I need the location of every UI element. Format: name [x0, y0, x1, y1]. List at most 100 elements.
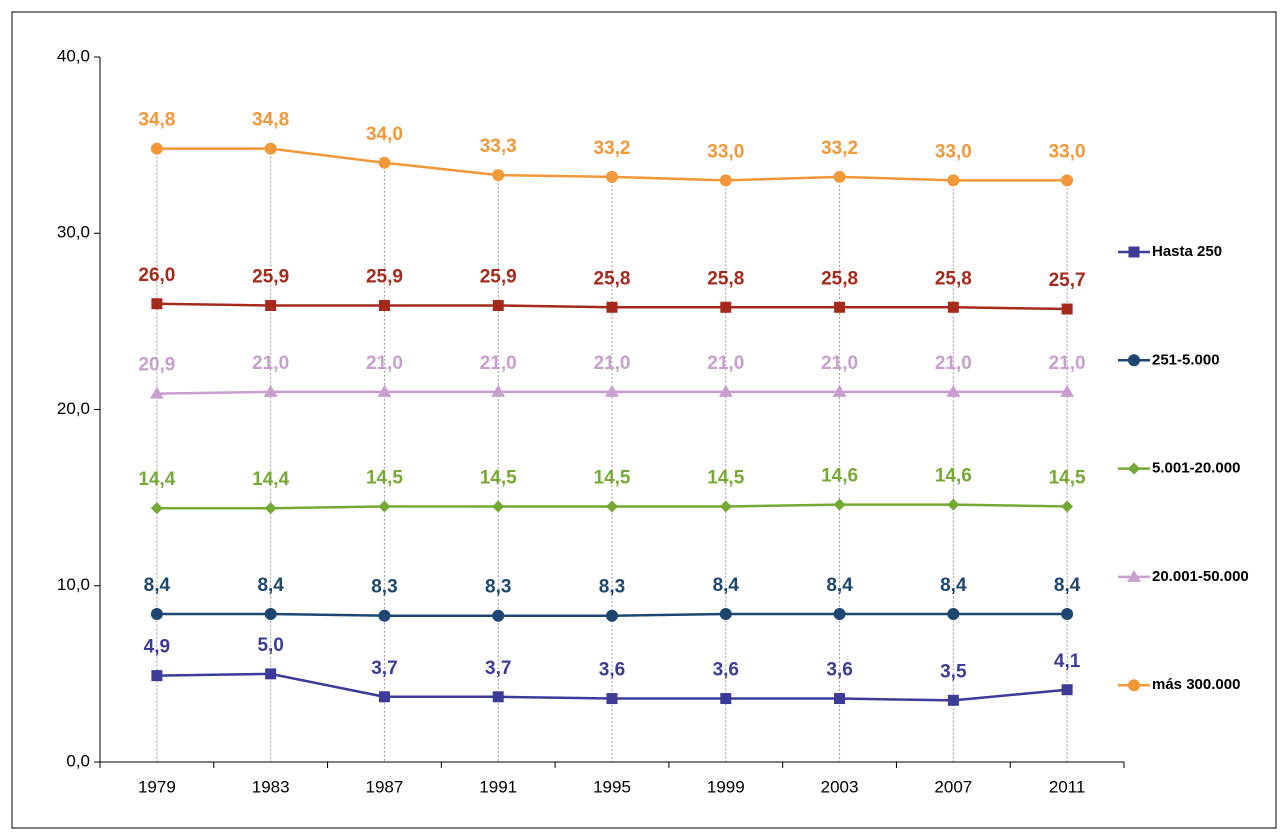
data-label: 21,0 [821, 353, 858, 374]
data-label: 26,0 [138, 265, 175, 286]
point [1061, 684, 1073, 696]
point [719, 174, 732, 187]
data-label: 21,0 [1049, 353, 1086, 374]
point [264, 142, 277, 155]
point [149, 386, 164, 399]
data-label: 25,8 [594, 268, 631, 289]
point [1061, 174, 1074, 187]
data-label: 33,3 [480, 136, 517, 157]
point [606, 693, 618, 705]
point [151, 670, 163, 682]
data-label: 14,4 [138, 469, 175, 490]
point [719, 607, 732, 620]
legend-marker [1128, 354, 1140, 367]
point [492, 609, 505, 622]
point [1061, 303, 1073, 315]
data-label: 4,9 [144, 637, 170, 658]
legend-label: más 300.000 [1152, 676, 1240, 693]
point [834, 301, 846, 313]
x-tick-label: 1991 [479, 777, 517, 796]
data-label: 20,9 [138, 355, 175, 376]
point [378, 691, 390, 703]
point [378, 500, 391, 513]
data-label: 25,8 [935, 268, 972, 289]
x-tick-label: 2007 [934, 777, 972, 796]
point [947, 694, 959, 706]
point [606, 170, 618, 183]
data-label: 21,0 [252, 353, 289, 374]
point [1060, 384, 1075, 397]
data-label: 8,3 [599, 577, 625, 598]
point [833, 170, 846, 183]
legend-label: 5.001-20.000 [1152, 460, 1240, 477]
data-label: 8,3 [485, 577, 511, 598]
legend-label: Hasta 250 [1152, 243, 1222, 260]
point [378, 609, 391, 622]
y-tick-label: 40,0 [57, 46, 90, 65]
data-label: 21,0 [594, 353, 631, 374]
point [151, 298, 163, 310]
point [264, 607, 277, 620]
point [947, 498, 960, 511]
x-tick-label: 1983 [252, 777, 290, 796]
data-label: 3,6 [599, 660, 625, 681]
data-label: 25,8 [821, 268, 858, 289]
point [833, 498, 846, 511]
data-label: 33,2 [594, 138, 631, 159]
point [605, 384, 619, 397]
point [947, 301, 959, 313]
point [606, 609, 618, 622]
legend-marker [1128, 462, 1140, 475]
y-tick-label: 10,0 [57, 575, 90, 594]
data-label: 14,6 [935, 466, 972, 487]
y-tick-label: 30,0 [57, 223, 90, 242]
data-label: 25,8 [707, 268, 744, 289]
point [378, 300, 390, 312]
x-tick-label: 1987 [366, 777, 404, 796]
data-label: 8,4 [826, 575, 853, 596]
data-label: 34,8 [252, 110, 289, 131]
data-label: 3,6 [826, 660, 852, 681]
point [606, 301, 618, 313]
chart-frame [11, 11, 1277, 829]
point [1061, 500, 1074, 513]
data-label: 14,6 [821, 466, 858, 487]
legend-marker [1128, 679, 1140, 692]
data-label: 25,9 [252, 267, 289, 288]
legend-label: 251-5.000 [1152, 351, 1220, 368]
data-label: 14,4 [252, 469, 289, 490]
point [492, 691, 504, 703]
point [606, 500, 618, 513]
data-label: 8,4 [144, 575, 171, 596]
point [947, 607, 960, 620]
data-label: 33,2 [821, 138, 858, 159]
legend-label: 20.001-50.000 [1152, 568, 1249, 585]
point [150, 142, 163, 155]
point [150, 502, 163, 515]
data-label: 3,6 [713, 660, 739, 681]
point [378, 156, 391, 169]
x-tick-label: 1999 [707, 777, 745, 796]
data-label: 14,5 [1049, 467, 1086, 488]
data-label: 3,7 [371, 658, 397, 679]
point [1061, 607, 1074, 620]
point [833, 607, 846, 620]
data-label: 33,0 [707, 141, 744, 162]
x-tick-label: 2011 [1049, 777, 1086, 796]
data-label: 4,1 [1054, 651, 1081, 672]
point [720, 693, 732, 705]
data-label: 25,9 [480, 267, 517, 288]
data-label: 21,0 [935, 353, 972, 374]
legend-marker [1127, 569, 1141, 582]
data-label: 14,5 [366, 467, 403, 488]
data-label: 8,4 [257, 575, 284, 596]
point [263, 384, 278, 397]
point [491, 384, 506, 397]
data-label: 34,8 [138, 110, 175, 131]
point [719, 500, 732, 513]
data-label: 8,3 [371, 577, 397, 598]
data-label: 14,5 [594, 467, 631, 488]
point [492, 300, 504, 312]
data-label: 5,0 [257, 635, 283, 656]
